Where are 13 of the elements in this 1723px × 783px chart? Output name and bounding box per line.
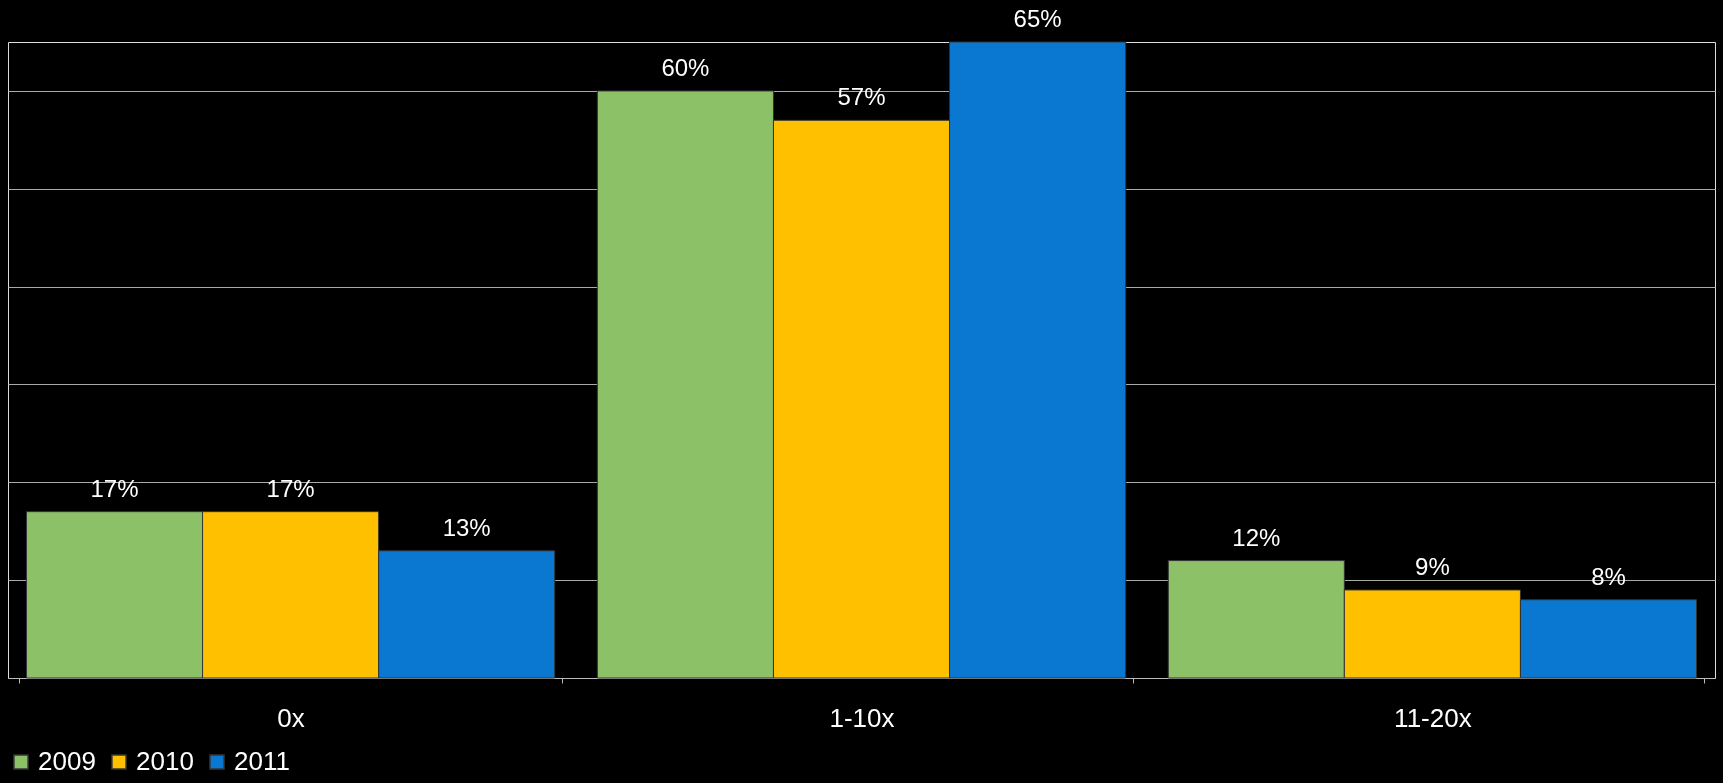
data-label: 12% [1232, 523, 1281, 551]
legend-label: 2010 [136, 746, 194, 776]
x-tick-label: 0x [277, 702, 305, 733]
data-label: 17% [90, 474, 139, 502]
legend-label: 2009 [38, 746, 96, 776]
x-tick-label: 1-10x [829, 702, 895, 733]
legend-label: 2011 [234, 746, 290, 776]
x-tick-label: 11-20x [1394, 702, 1472, 733]
data-label: 65% [1013, 5, 1062, 32]
data-label: 60% [661, 53, 710, 81]
data-label: 17% [266, 474, 315, 502]
data-label: 13% [442, 513, 491, 541]
data-label: 9% [1415, 552, 1450, 580]
